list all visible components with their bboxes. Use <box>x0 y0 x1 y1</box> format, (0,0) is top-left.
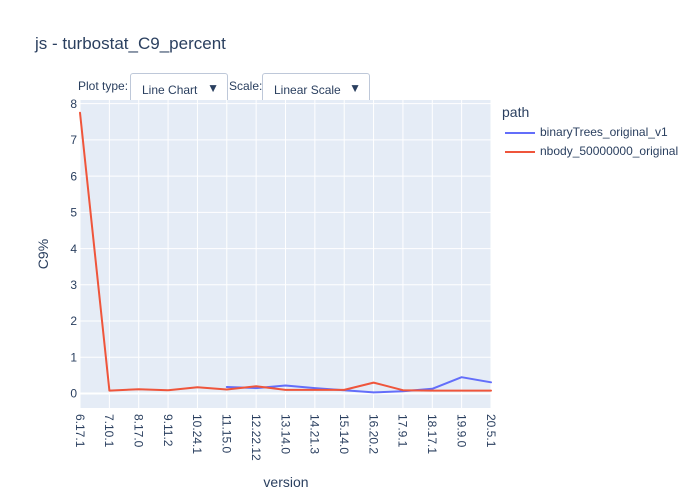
legend-swatch <box>505 151 535 153</box>
legend-label: nbody_50000000_original <box>540 144 679 158</box>
x-axis-title: version <box>263 474 308 490</box>
plot-type-dropdown[interactable]: Line Chart ▼ <box>130 73 228 105</box>
x-tick-label: 8.17.0 <box>132 414 146 448</box>
scale-value: Linear Scale <box>274 83 341 97</box>
x-tick-label: 16.20.2 <box>366 414 380 454</box>
series-line-binarytrees <box>225 376 492 394</box>
chart-title: js - turbostat_C9_percent <box>35 34 226 53</box>
scale-dropdown[interactable]: Linear Scale ▼ <box>262 73 370 105</box>
y-tick-label: 2 <box>70 314 77 328</box>
x-gridlines <box>79 100 492 408</box>
x-tick-label: 18.17.1 <box>425 414 439 454</box>
y-tick-label: 4 <box>70 242 77 256</box>
x-tick-label: 9.11.2 <box>161 414 175 447</box>
y-axis-title: C9% <box>35 239 51 269</box>
chevron-down-icon: ▼ <box>349 81 361 95</box>
x-tick-label: 15.14.0 <box>337 414 351 454</box>
x-tick-label: 20.5.1 <box>484 414 498 448</box>
legend-title: path <box>502 104 530 120</box>
x-tick-label: 11.15.0 <box>220 414 234 453</box>
legend-item-nbody[interactable]: nbody_50000000_original <box>505 144 690 160</box>
y-tick-label: 7 <box>70 133 77 147</box>
x-tick-label: 19.9.0 <box>454 414 468 448</box>
x-tick-label: 13.14.0 <box>278 414 292 454</box>
series-line-nbody <box>79 111 492 392</box>
x-tick-label: 17.9.1 <box>396 414 410 448</box>
x-tick-label: 14.21.3 <box>308 414 322 454</box>
y-tick-labels: 0 1 2 3 4 5 6 7 8 <box>70 97 77 401</box>
y-gridlines <box>80 103 491 395</box>
legend-swatch <box>505 132 535 134</box>
y-tick-label: 1 <box>70 350 77 364</box>
x-tick-label: 12.22.12 <box>249 414 263 461</box>
plot-type-value: Line Chart <box>142 83 198 97</box>
y-tick-label: 5 <box>70 206 77 220</box>
legend-item-binarytrees[interactable]: binaryTrees_original_v1 <box>505 125 685 141</box>
y-tick-label: 8 <box>70 97 77 111</box>
x-tick-labels: 6.17.1 7.10.1 8.17.0 9.11.2 10.24.1 11.15.0 12… <box>73 414 498 461</box>
x-tick-label: 6.17.1 <box>73 414 87 448</box>
scale-label: Scale: <box>229 79 263 93</box>
x-tick-label: 10.24.1 <box>190 414 204 454</box>
y-tick-label: 6 <box>70 169 77 183</box>
x-tick-label: 7.10.1 <box>102 414 116 448</box>
plot-type-label: Plot type: <box>78 79 129 93</box>
chevron-down-icon: ▼ <box>207 81 219 95</box>
legend-label: binaryTrees_original_v1 <box>540 125 668 139</box>
y-tick-label: 3 <box>70 278 77 292</box>
series-layer <box>79 111 492 394</box>
y-tick-label: 0 <box>70 387 77 401</box>
